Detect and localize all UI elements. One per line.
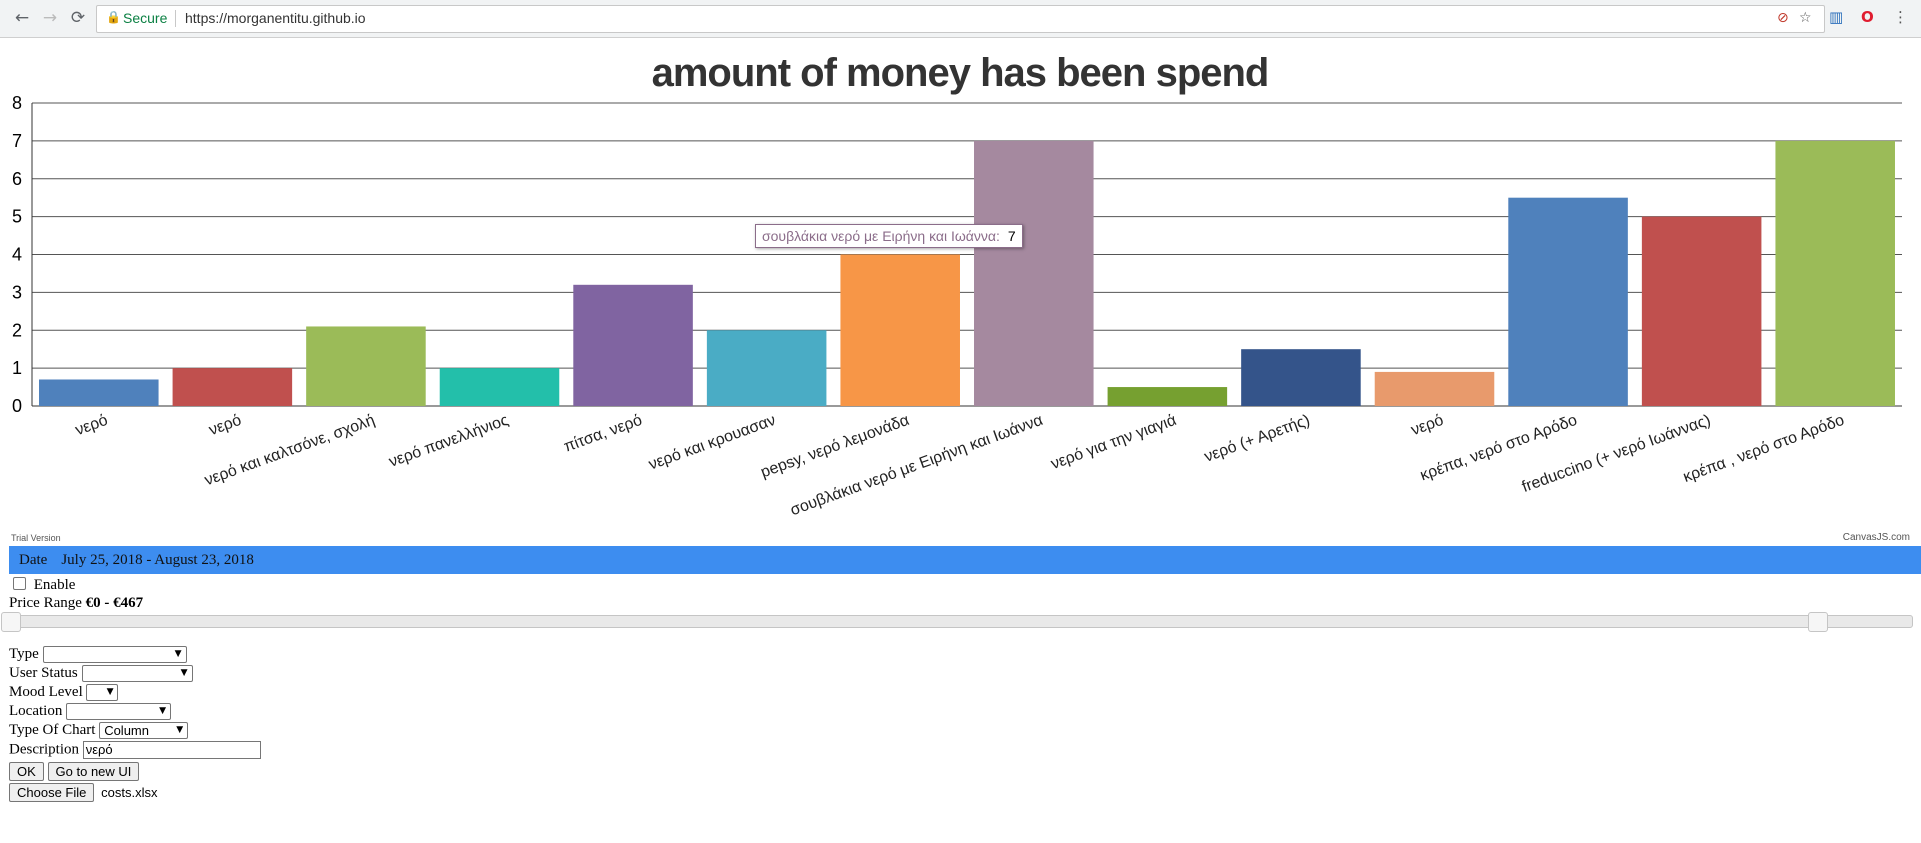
location-row: Location ▼ [9, 703, 172, 721]
date-label: Date [19, 552, 48, 568]
user-status-select[interactable]: ▼ [81, 665, 193, 683]
chart-type-label: Type Of Chart [9, 722, 96, 738]
chart-title: amount of money has been spend [652, 51, 1269, 95]
y-tick-label: 0 [12, 396, 22, 416]
bar[interactable] [1641, 216, 1762, 406]
lock-icon: 🔒 [106, 10, 121, 24]
bar[interactable] [840, 254, 960, 407]
y-tick-label: 4 [12, 245, 22, 265]
ok-button[interactable]: OK [9, 762, 44, 781]
bar[interactable] [39, 379, 159, 406]
mood-level-label: Mood Level [9, 684, 83, 700]
slider-max-handle[interactable] [1807, 612, 1828, 632]
chart-tooltip: σουβλάκια νερό με Ειρήνη και Ιωάννα: 7 [755, 224, 1023, 248]
forward-icon[interactable]: → [42, 8, 58, 28]
y-axis-ticks: 0 1 2 3 4 5 6 7 8 [12, 93, 22, 416]
y-tick-label: 2 [12, 320, 22, 340]
x-category-label: νερό και κρουασαν [646, 412, 778, 474]
bookmark-star-icon[interactable]: ☆ [1799, 10, 1812, 26]
enable-row: Enable [9, 577, 75, 594]
bar[interactable] [1107, 387, 1228, 406]
action-buttons-row: OK Go to new UI [9, 762, 140, 781]
x-category-label: νερό [73, 412, 110, 439]
x-category-label: νερό [207, 412, 244, 439]
url-text[interactable]: https://morganentitu.github.io [185, 10, 366, 26]
file-name: costs.xlsx [101, 785, 158, 800]
price-range-value: €0 - €467 [85, 595, 144, 611]
bar[interactable] [1775, 140, 1895, 406]
type-label: Type [9, 646, 39, 662]
address-bar[interactable]: 🔒 Secure https://morganentitu.github.io … [96, 5, 1825, 33]
price-range-row: Price Range €0 - €467 [9, 595, 143, 612]
mood-level-row: Mood Level ▼ [9, 684, 119, 702]
bar[interactable] [706, 330, 827, 406]
tooltip-label: σουβλάκια νερό με Ειρήνη και Ιωάννα: [762, 228, 1000, 244]
y-tick-label: 6 [12, 169, 22, 189]
price-range-label: Price Range [9, 595, 82, 611]
bar[interactable] [306, 326, 426, 406]
back-icon[interactable]: ← [14, 8, 30, 28]
tooltip-value: 7 [1007, 228, 1016, 244]
description-label: Description [9, 741, 79, 758]
description-input[interactable]: νερό [82, 741, 261, 759]
go-to-new-ui-button[interactable]: Go to new UI [47, 762, 140, 781]
description-row: Description νερό [9, 741, 261, 759]
location-label: Location [9, 703, 63, 719]
spending-chart: amount of money has been spend 0 1 2 3 4 5 6 7 8… [12, 51, 1902, 520]
bar[interactable] [573, 284, 693, 406]
bar[interactable] [1508, 197, 1628, 406]
blocked-content-icon[interactable]: ⊘ [1777, 10, 1789, 26]
file-upload-row: Choose File costs.xlsx [9, 783, 157, 802]
bar[interactable] [1374, 371, 1495, 406]
price-range-slider[interactable] [1, 612, 1913, 632]
type-select[interactable]: ▼ [42, 646, 187, 664]
bar[interactable] [172, 368, 293, 406]
bar[interactable] [439, 368, 560, 406]
address-divider [175, 10, 176, 27]
date-range-bar[interactable]: Date July 25, 2018 - August 23, 2018 [9, 546, 1921, 574]
x-category-label: νερό για την γιαγιά [1049, 412, 1179, 473]
chart-type-value: Column [104, 723, 149, 739]
y-tick-label: 1 [12, 358, 22, 378]
y-tick-label: 3 [12, 282, 22, 302]
chart-type-select[interactable]: Column ▼ [99, 722, 189, 740]
bar[interactable] [974, 140, 1094, 406]
chart-type-row: Type Of Chart Column ▼ [9, 722, 189, 740]
menu-icon[interactable]: ⋮ [1893, 8, 1908, 26]
user-status-row: User Status ▼ [9, 665, 193, 683]
dropdown-arrow-icon: ▼ [159, 706, 167, 717]
reload-icon[interactable]: ⟳ [70, 8, 86, 28]
user-status-label: User Status [9, 665, 78, 681]
dropdown-arrow-icon: ▼ [174, 649, 182, 660]
x-category-label: νερό [1409, 412, 1446, 439]
location-select[interactable]: ▼ [66, 703, 172, 721]
x-category-label: σουβλάκια νερό με Ειρήνη και Ιωάννα [788, 412, 1045, 519]
x-category-label: πίτσα, νερό [562, 412, 645, 456]
mood-level-select[interactable]: ▼ [86, 684, 119, 702]
dropdown-arrow-icon: ▼ [180, 668, 188, 679]
extension-icon[interactable]: ▥ [1829, 8, 1844, 26]
bar[interactable] [1241, 349, 1361, 406]
y-tick-label: 7 [12, 131, 22, 151]
slider-min-handle[interactable] [1, 612, 21, 632]
secure-label: Secure [123, 10, 168, 26]
date-range-value[interactable]: July 25, 2018 - August 23, 2018 [61, 552, 254, 568]
y-tick-label: 5 [12, 207, 22, 227]
type-row: Type ▼ [9, 646, 187, 664]
x-category-label: νερό πανελλήνιος [387, 412, 511, 471]
enable-label: Enable [33, 577, 76, 593]
opera-extension-icon[interactable]: O [1861, 8, 1874, 26]
y-tick-label: 8 [12, 93, 22, 113]
chart-bars [39, 140, 1895, 407]
x-category-label: νερό (+ Αρετής) [1202, 412, 1312, 466]
dropdown-arrow-icon: ▼ [176, 725, 184, 736]
trial-version-text: Trial Version [11, 533, 61, 543]
choose-file-button[interactable]: Choose File [9, 783, 95, 802]
browser-toolbar: ← → ⟳ 🔒 Secure https://morganentitu.gith… [0, 0, 1921, 38]
canvasjs-credit-link[interactable]: CanvasJS.com [1842, 532, 1910, 543]
enable-checkbox[interactable] [13, 577, 26, 590]
dropdown-arrow-icon: ▼ [106, 687, 114, 698]
